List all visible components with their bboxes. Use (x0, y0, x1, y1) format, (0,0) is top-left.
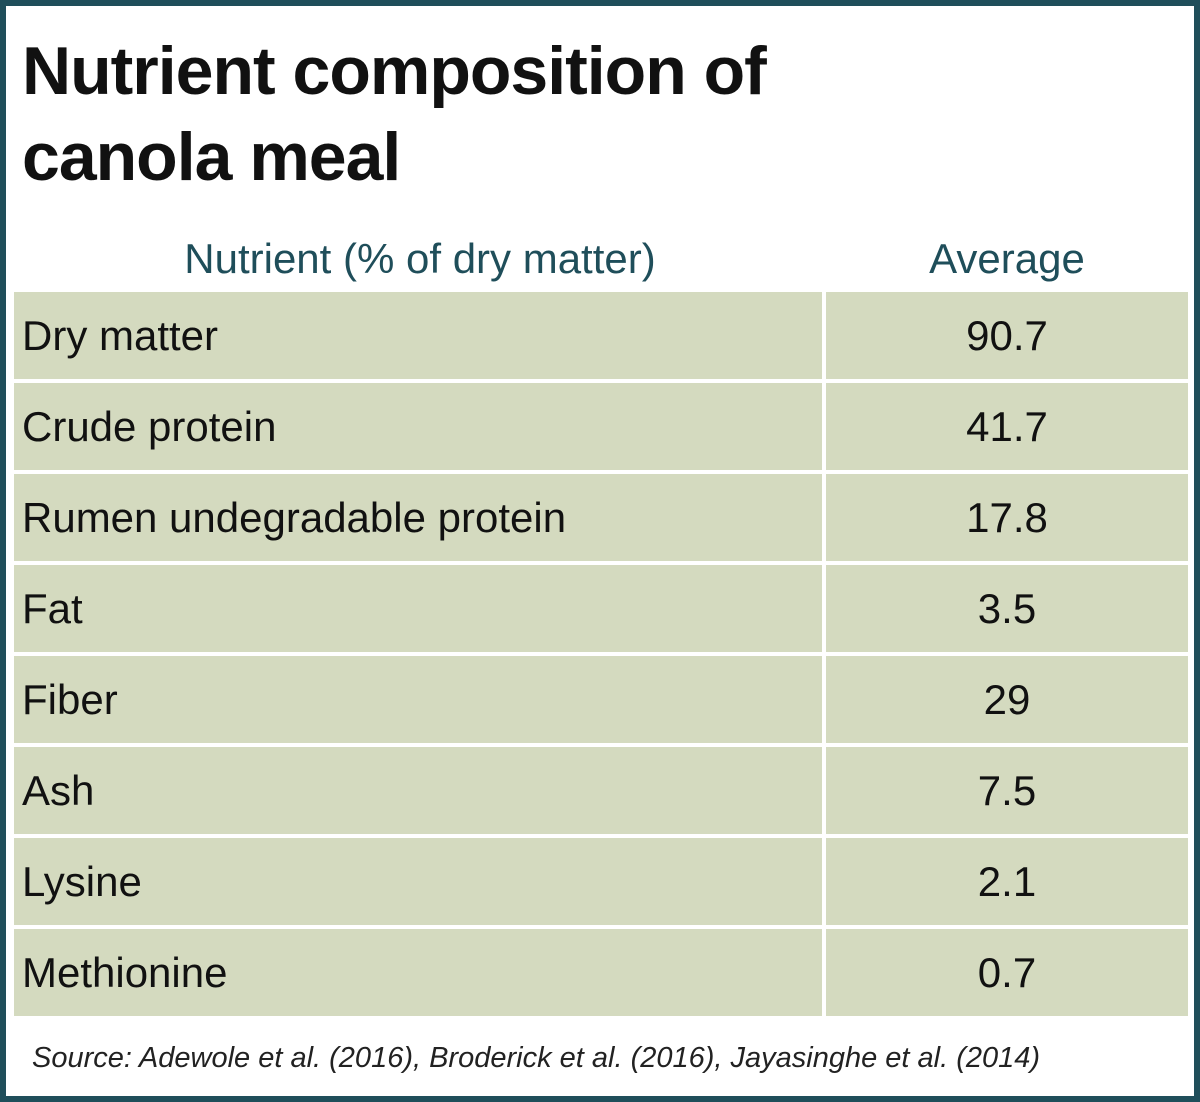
average-value: 3.5 (826, 565, 1188, 656)
nutrient-name: Rumen undegradable protein (14, 474, 826, 565)
header-cell: Average (929, 235, 1085, 282)
nutrient-name: Fiber (14, 656, 826, 747)
nutrient-name: Fat (14, 565, 826, 656)
header-row: Nutrient (% of dry matter) Average (14, 226, 1188, 292)
table-row: Fiber 29 (14, 656, 1188, 747)
average-value: 90.7 (826, 292, 1188, 383)
table-row: Crude protein 41.7 (14, 383, 1188, 474)
table-row: Fat 3.5 (14, 565, 1188, 656)
table-row: Lysine 2.1 (14, 838, 1188, 929)
table-row: Methionine 0.7 (14, 929, 1188, 1020)
average-value: 17.8 (826, 474, 1188, 565)
header-cell: Nutrient (% of dry matter) (184, 235, 656, 282)
table-header: Nutrient (% of dry matter) Average (14, 226, 1188, 292)
table-row: Rumen undegradable protein 17.8 (14, 474, 1188, 565)
nutrient-name: Lysine (14, 838, 826, 929)
average-value: 41.7 (826, 383, 1188, 474)
table-body: Dry matter 90.7 Crude protein 41.7 Rumen und… (14, 292, 1188, 1020)
title: Nutrient composition of canola meal (22, 33, 767, 195)
average-value: 29 (826, 656, 1188, 747)
nutrient-name: Crude protein (14, 383, 826, 474)
nutrient-name: Ash (14, 747, 826, 838)
nutrient-name: Methionine (14, 929, 826, 1020)
nutrient-table: Nutrient (% of dry matter) Average Dry m… (14, 226, 1188, 1020)
average-value: 0.7 (826, 929, 1188, 1020)
average-value: 7.5 (826, 747, 1188, 838)
table-row: Dry matter 90.7 (14, 292, 1188, 383)
nutrient-name: Dry matter (14, 292, 826, 383)
table-row: Ash 7.5 (14, 747, 1188, 838)
average-value: 2.1 (826, 838, 1188, 929)
source-note: Source: Adewole et al. (2016), Broderick… (32, 1042, 1041, 1074)
